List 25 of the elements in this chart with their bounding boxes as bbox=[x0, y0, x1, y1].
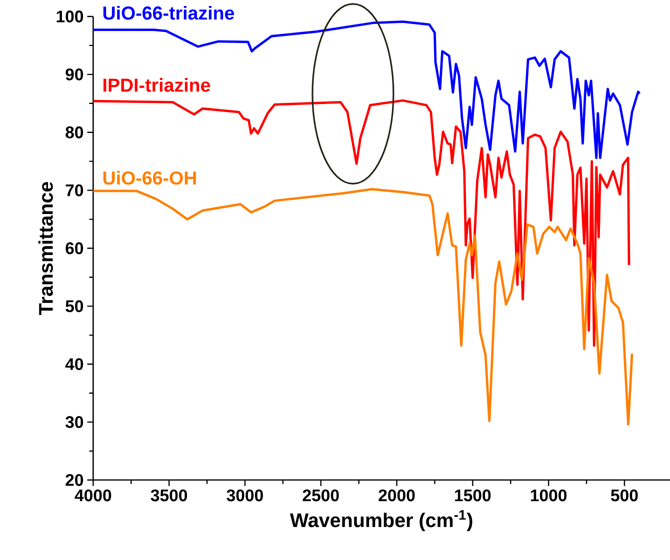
x-tick-label: 2500 bbox=[302, 489, 339, 502]
x-tick-label: 3000 bbox=[226, 489, 263, 502]
y-tick-label: 20 bbox=[66, 474, 84, 486]
series-label: IPDI-triazine bbox=[104, 78, 210, 92]
y-axis-title: Transmittance bbox=[38, 182, 53, 315]
x-axis-title: Wavenumber (cm$^{-1}$) bbox=[290, 510, 472, 532]
series-label: UiO-66-OH bbox=[103, 170, 196, 185]
y-tick-label: 80 bbox=[66, 126, 84, 138]
y-tick-label: 90 bbox=[66, 68, 84, 80]
line-series bbox=[92, 20, 641, 160]
x-tick-label: 1000 bbox=[530, 489, 567, 502]
line-series bbox=[92, 188, 634, 426]
x-tick-label: 3500 bbox=[150, 489, 188, 502]
y-tick-label: 30 bbox=[65, 416, 84, 428]
y-tick-label: 100 bbox=[56, 10, 84, 22]
series-label: UiO-66-triazine bbox=[103, 6, 234, 20]
y-tick-label: 60 bbox=[66, 242, 84, 254]
x-tick-label: 2000 bbox=[378, 489, 415, 502]
y-tick-label: 40 bbox=[65, 358, 84, 370]
x-tick-label: 4000 bbox=[74, 489, 112, 502]
x-tick-label: 500 bbox=[610, 489, 638, 502]
x-tick-label: 1500 bbox=[455, 489, 491, 502]
line-series bbox=[92, 99, 630, 347]
y-tick-label: 70 bbox=[66, 184, 84, 196]
y-tick-label: 50 bbox=[66, 300, 84, 312]
